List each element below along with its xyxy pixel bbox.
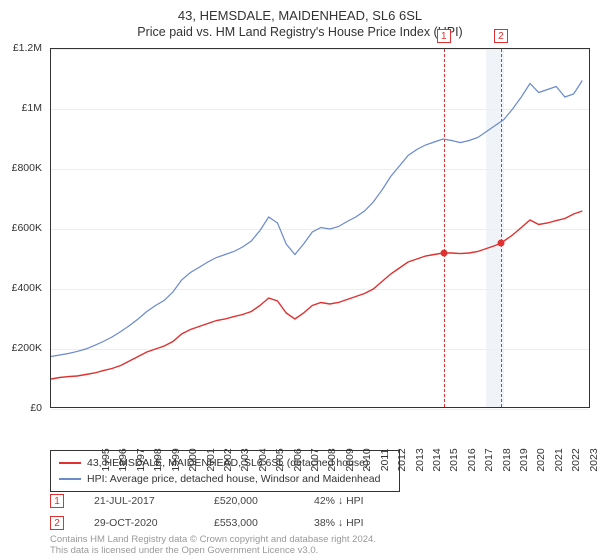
- x-tick-label: 2014: [431, 448, 443, 471]
- x-axis-labels: 1995199619971998199920002001200220032004…: [100, 316, 600, 356]
- legend-swatch-1: [59, 462, 81, 464]
- y-tick-label: £600K: [12, 222, 42, 234]
- x-tick-label: 2016: [466, 448, 478, 471]
- chart-title: 43, HEMSDALE, MAIDENHEAD, SL6 6SL: [0, 0, 600, 23]
- legend: 43, HEMSDALE, MAIDENHEAD, SL6 6SL (detac…: [50, 450, 400, 492]
- tx1-date: 21-JUL-2017: [94, 495, 184, 507]
- tx1-price: £520,000: [214, 495, 284, 507]
- y-tick-label: £1.2M: [13, 42, 42, 54]
- transaction-row-1: 1 21-JUL-2017 £520,000 42% ↓ HPI: [50, 490, 364, 512]
- marker-2: 2: [50, 516, 64, 530]
- transactions-table: 1 21-JUL-2017 £520,000 42% ↓ HPI 2 29-OC…: [50, 490, 364, 534]
- y-tick-label: £800K: [12, 162, 42, 174]
- footer: Contains HM Land Registry data © Crown c…: [50, 534, 376, 557]
- y-tick-label: £0: [30, 402, 42, 414]
- chart-container: 43, HEMSDALE, MAIDENHEAD, SL6 6SL Price …: [0, 0, 600, 560]
- x-tick-label: 2020: [535, 448, 547, 471]
- legend-row-1: 43, HEMSDALE, MAIDENHEAD, SL6 6SL (detac…: [59, 455, 391, 471]
- x-tick-label: 2015: [448, 448, 460, 471]
- data-point-1: [440, 250, 447, 257]
- footer-line2: This data is licensed under the Open Gov…: [50, 545, 376, 556]
- x-tick-label: 2013: [414, 448, 426, 471]
- legend-label-1: 43, HEMSDALE, MAIDENHEAD, SL6 6SL (detac…: [87, 457, 369, 469]
- y-tick-label: £200K: [12, 342, 42, 354]
- x-tick-label: 2019: [518, 448, 530, 471]
- tx2-price: £553,000: [214, 517, 284, 529]
- transaction-row-2: 2 29-OCT-2020 £553,000 38% ↓ HPI: [50, 512, 364, 534]
- legend-swatch-2: [59, 478, 81, 480]
- tx2-date: 29-OCT-2020: [94, 517, 184, 529]
- legend-row-2: HPI: Average price, detached house, Wind…: [59, 471, 391, 487]
- data-point-2: [497, 240, 504, 247]
- y-tick-label: £400K: [12, 282, 42, 294]
- y-tick-label: £1M: [22, 102, 42, 114]
- chart-subtitle: Price paid vs. HM Land Registry's House …: [0, 23, 600, 43]
- x-tick-label: 2017: [483, 448, 495, 471]
- x-tick-label: 2018: [501, 448, 513, 471]
- legend-label-2: HPI: Average price, detached house, Wind…: [87, 473, 380, 485]
- x-tick-label: 2021: [553, 448, 565, 471]
- marker-1: 1: [50, 494, 64, 508]
- x-tick-label: 2022: [570, 448, 582, 471]
- chart-marker-2: 2: [494, 29, 508, 43]
- footer-line1: Contains HM Land Registry data © Crown c…: [50, 534, 376, 545]
- tx1-diff: 42% ↓ HPI: [314, 495, 364, 507]
- tx2-diff: 38% ↓ HPI: [314, 517, 364, 529]
- chart-marker-1: 1: [437, 29, 451, 43]
- x-tick-label: 2023: [588, 448, 600, 471]
- chart-area: 12 £0£200K£400K£600K£800K£1M£1.2M 199519…: [50, 48, 590, 408]
